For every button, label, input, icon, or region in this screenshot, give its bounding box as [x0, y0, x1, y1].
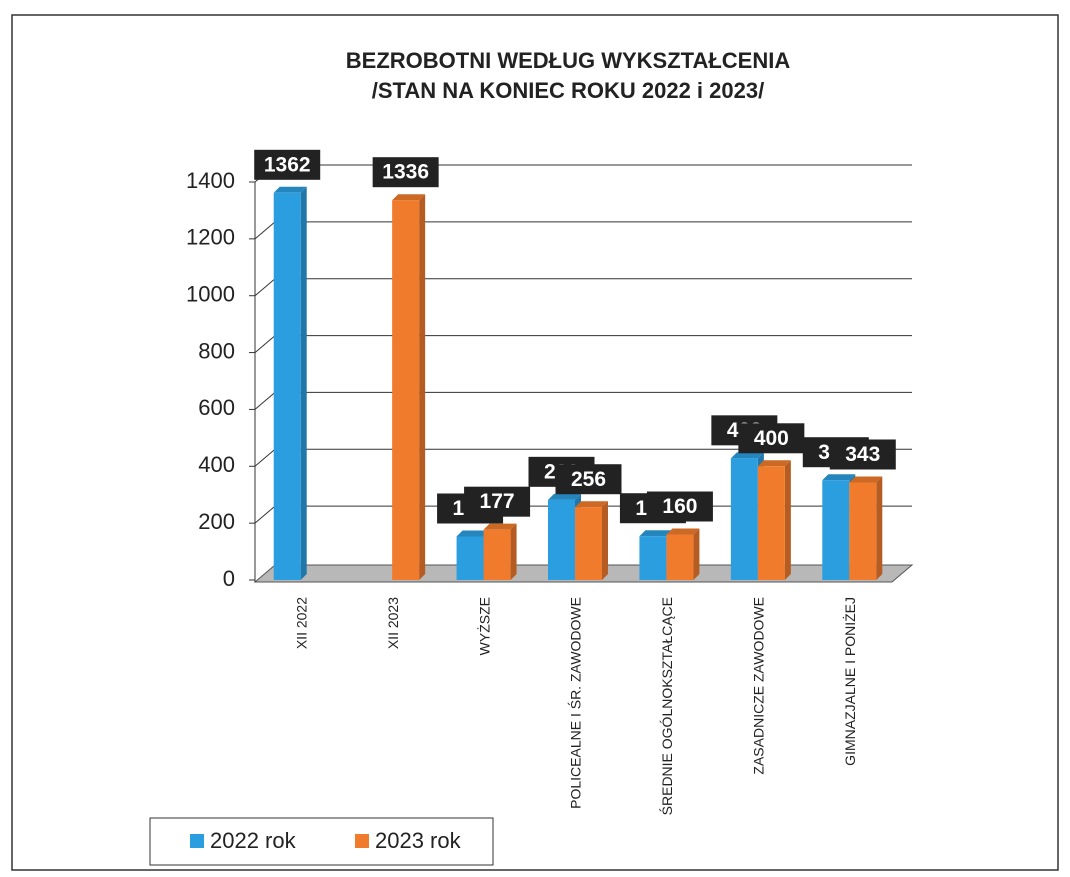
grid-line	[254, 221, 276, 240]
y-tick-label: 200	[198, 509, 235, 534]
data-label-box	[829, 439, 896, 470]
x-tick-label: ZASADNICZE ZAWODOWE	[751, 597, 767, 775]
bar-top	[483, 523, 517, 530]
bar	[849, 482, 877, 580]
legend	[149, 817, 494, 866]
x-tick-label: ŚREDNIE OGÓLNOKSZTAŁCĄCE	[658, 597, 675, 815]
x-tick-label: XII 2022	[293, 597, 309, 649]
frame	[11, 14, 1059, 871]
bar	[483, 529, 511, 580]
grid-line	[254, 505, 276, 524]
bar	[822, 480, 850, 580]
bar	[666, 534, 694, 580]
bar-top	[849, 476, 883, 483]
grid-line	[254, 335, 276, 353]
y-tick-label: 1200	[186, 225, 235, 250]
y-tick-label: 1000	[186, 282, 235, 307]
bar-side	[784, 460, 791, 580]
y-tick-label: 1400	[186, 168, 235, 193]
legend-swatch	[355, 834, 369, 848]
data-label-box	[555, 464, 622, 495]
y-tick-label: 800	[198, 338, 235, 363]
bar-side	[300, 186, 307, 580]
legend-label: 2022 rok	[210, 828, 297, 853]
bar-side	[510, 523, 517, 580]
bar-top	[666, 528, 700, 535]
y-tick-label: 600	[198, 395, 235, 420]
chart-subtitle: /STAN NA KONIEC ROKU 2022 i 2023/	[372, 78, 764, 103]
bar	[757, 466, 785, 580]
bar-side	[693, 528, 700, 580]
legend-swatch	[190, 834, 204, 848]
data-label: 1362	[264, 153, 311, 176]
grid-line	[254, 278, 276, 297]
data-label: 1336	[382, 161, 429, 184]
bar-top	[730, 452, 764, 459]
data-label: 160	[662, 495, 697, 518]
data-label: 343	[845, 443, 880, 466]
bar	[392, 200, 420, 581]
bar-side	[419, 194, 426, 581]
bar-top	[456, 530, 490, 537]
bar	[456, 536, 484, 580]
bar	[273, 192, 301, 580]
bar	[548, 499, 575, 580]
bar-top	[392, 194, 426, 201]
y-tick-label: 400	[198, 452, 235, 477]
bar-side	[602, 501, 608, 580]
data-label: 256	[571, 468, 606, 491]
bar	[730, 458, 758, 580]
data-label-box	[738, 423, 805, 454]
data-label-box	[646, 491, 713, 522]
grid-line	[254, 392, 276, 410]
y-tick-label: 0	[223, 566, 235, 591]
x-tick-label: GIMNAZJALNE I PONIŻEJ	[841, 597, 858, 766]
bar	[575, 507, 602, 580]
chart-title: BEZROBOTNI WEDŁUG WYKSZTAŁCENIA	[346, 48, 791, 73]
data-label: 400	[754, 427, 789, 450]
bar-top	[757, 460, 791, 467]
bar-top	[822, 474, 856, 481]
x-tick-label: XII 2023	[385, 597, 401, 649]
bar-side	[876, 476, 883, 580]
bar-top	[575, 501, 608, 508]
bar-top	[273, 186, 307, 193]
data-label: 177	[480, 490, 515, 513]
bar-top	[548, 493, 581, 500]
grid-line	[254, 448, 276, 467]
data-label-box	[254, 149, 321, 180]
bar-top	[639, 530, 673, 537]
data-label-box	[372, 157, 439, 188]
legend-label: 2023 rok	[375, 828, 462, 853]
bar	[639, 536, 667, 580]
data-label-box	[464, 486, 531, 517]
x-tick-label: WYŻSZE	[475, 597, 492, 655]
x-tick-label: POLICEALNE I ŚR. ZAWODOWE	[567, 597, 584, 809]
